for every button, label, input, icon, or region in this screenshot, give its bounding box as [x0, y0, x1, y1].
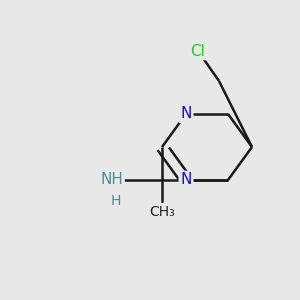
Text: N: N — [180, 106, 192, 122]
Text: CH₃: CH₃ — [149, 205, 175, 218]
Text: NH: NH — [100, 172, 123, 188]
Text: N: N — [180, 172, 192, 188]
Text: Cl: Cl — [190, 44, 206, 59]
Text: H: H — [111, 194, 122, 208]
